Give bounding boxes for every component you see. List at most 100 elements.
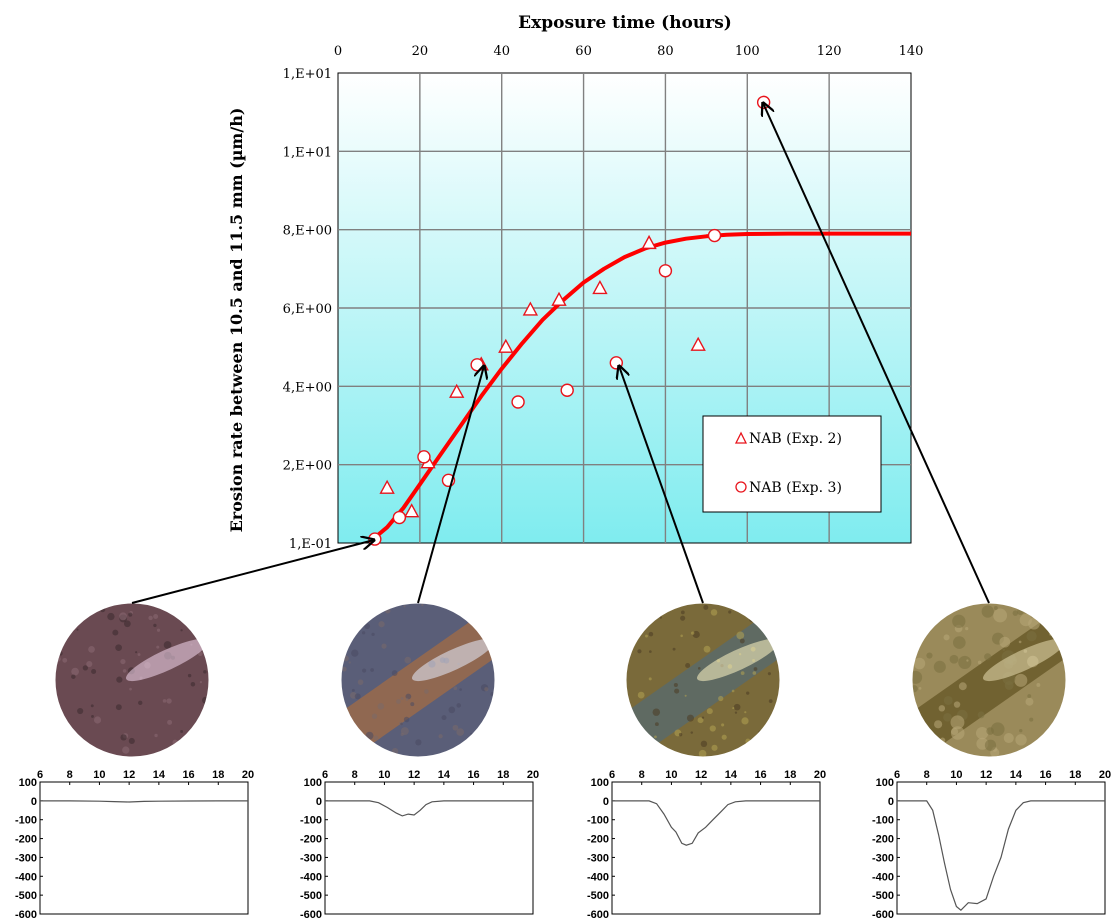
profile-frame (611, 781, 821, 915)
profile-x-tick-label: 10 (950, 769, 962, 781)
profile-x-tick-label: 14 (438, 769, 451, 781)
profile-x-tick-label: 6 (894, 769, 900, 781)
profile-x-tick-label: 16 (754, 769, 766, 781)
profile-x-tick-label: 20 (242, 769, 254, 781)
profile-x-tick-label: 8 (639, 769, 645, 781)
annotation-arrows (131, 103, 990, 604)
profile-y-tick-label: -600 (872, 909, 894, 920)
y-tick-label: 8,E+00 (283, 224, 332, 239)
profile-y-tick-label: -600 (15, 909, 37, 920)
profile-x-tick-label: 14 (725, 769, 738, 781)
profile-y-tick-label: 100 (304, 777, 322, 789)
sample-photo (55, 603, 209, 757)
profile-chart: 6 8 10 12 14 16 18 20 100 0 -100 -200 -300 -400 -500 -6… (15, 769, 254, 920)
triangle-marker (551, 291, 567, 306)
sample-photo (341, 603, 495, 757)
y-tick-label: 6,E+00 (283, 302, 332, 317)
profile-y-tick-label: -200 (300, 834, 322, 846)
profile-x-tick-label: 10 (93, 769, 105, 781)
profile-x-tick-label: 8 (352, 769, 358, 781)
profile-chart: 6 8 10 12 14 16 18 20 100 0 -100 -200 -300 -400 -500 -6… (587, 769, 826, 920)
profile-y-tick-label: -300 (587, 852, 609, 864)
main-chart: 0 20 40 60 80 100 120 140 1,E-01 2,E+00 4,E+00 6,E… (227, 13, 923, 552)
circle-marker (707, 228, 722, 243)
profile-x-tick-label: 16 (467, 769, 479, 781)
circle-marker (658, 264, 673, 278)
profile-x-tick-label: 12 (695, 769, 707, 781)
profile-line (612, 800, 820, 846)
profile-x-tick-label: 16 (1039, 769, 1051, 781)
profile-y-tick-label: -500 (872, 890, 894, 902)
profile-charts: 6 8 10 12 14 16 18 201000-100-200-300-400-500-6… (15, 769, 1111, 920)
profile-y-tick-label: 0 (888, 796, 894, 808)
y-tick-label: 2,E+00 (283, 459, 332, 474)
profile-x-tick-label: 18 (497, 769, 509, 781)
arrow-4 (763, 103, 990, 604)
profile-x-tick-label: 20 (1099, 769, 1111, 781)
profile-y-tick-label: -400 (15, 871, 37, 883)
arrow-1 (131, 540, 374, 604)
profile-y-tick-label: -300 (300, 852, 322, 864)
profile-y-tick-label: -100 (872, 815, 894, 827)
x-tick-label: 80 (657, 44, 674, 59)
y-tick-labels: 1,E-01 2,E+00 4,E+00 6,E+00 8,E+00 1,E+01 1,E+… (283, 67, 332, 552)
profile-chart: 6 8 10 12 14 16 18 20 100 0 -100 -200 -300 -400 -500 -6… (300, 769, 539, 920)
profile-y-tick-label: -100 (300, 815, 322, 827)
profile-y-tick-label: -500 (587, 890, 609, 902)
profile-x-tick-label: 16 (182, 769, 194, 781)
profile-x-tick-label: 8 (924, 769, 930, 781)
legend-label-exp3: NAB (Exp. 3) (749, 480, 842, 496)
y-tick-label: 1,E+01 (283, 145, 332, 160)
profile-x-tick-label: 20 (527, 769, 539, 781)
profile-x-tick-label: 6 (609, 769, 615, 781)
x-tick-labels: 0 20 40 60 80 100 120 140 (334, 44, 924, 59)
circle-marker (511, 395, 525, 409)
triangle-marker (379, 479, 395, 494)
triangle-marker (641, 234, 657, 250)
profile-line (40, 800, 248, 803)
profile-x-tick-label: 14 (153, 769, 166, 781)
triangle-marker (592, 279, 608, 295)
profile-x-tick-label: 20 (814, 769, 826, 781)
profile-y-tick-label: -200 (872, 834, 894, 846)
circle-marker (560, 383, 574, 397)
legend-label-exp2: NAB (Exp. 2) (749, 431, 842, 447)
profile-y-tick-label: -100 (15, 815, 37, 827)
profile-y-tick-label: 0 (31, 796, 37, 808)
triangle-marker (522, 301, 539, 316)
triangle-marker (498, 338, 514, 353)
profile-x-tick-label: 18 (212, 769, 224, 781)
profile-y-tick-label: -600 (300, 909, 322, 920)
profile-y-tick-label: -400 (300, 871, 322, 883)
profile-x-tick-label: 12 (123, 769, 135, 781)
profile-y-tick-label: -300 (872, 852, 894, 864)
profile-x-tick-label: 18 (784, 769, 796, 781)
profile-y-tick-label: 0 (603, 796, 609, 808)
y-axis-title: Erosion rate between 10.5 and 11.5 mm (µ… (227, 108, 246, 533)
profile-y-tick-label: -200 (15, 834, 37, 846)
legend: NAB (Exp. 2) NAB (Exp. 3) (702, 415, 882, 513)
profile-x-tick-label: 10 (378, 769, 390, 781)
profile-y-tick-label: -100 (587, 815, 609, 827)
circle-marker (392, 510, 407, 525)
legend-box (702, 415, 882, 513)
sample-photos (54, 602, 1067, 758)
arrow-2 (417, 366, 484, 604)
profile-x-tick-label: 8 (67, 769, 73, 781)
circle-marker (470, 358, 484, 372)
sample-photo (912, 603, 1066, 757)
profile-x-tick-label: 12 (408, 769, 420, 781)
profile-x-tick-label: 14 (1010, 769, 1023, 781)
triangle-marker (403, 503, 420, 518)
x-tick-label: 40 (493, 44, 510, 59)
profile-x-tick-label: 12 (980, 769, 992, 781)
profile-y-tick-label: 100 (19, 777, 37, 789)
sample-photo (626, 603, 780, 757)
legend-circle-marker (735, 481, 747, 493)
x-axis-title: Exposure time (hours) (518, 13, 732, 33)
arrow-3 (619, 366, 704, 604)
circle-marker (368, 532, 382, 546)
x-tick-label: 140 (899, 44, 924, 59)
profile-frame (324, 781, 534, 915)
legend-triangle-marker (734, 431, 748, 444)
